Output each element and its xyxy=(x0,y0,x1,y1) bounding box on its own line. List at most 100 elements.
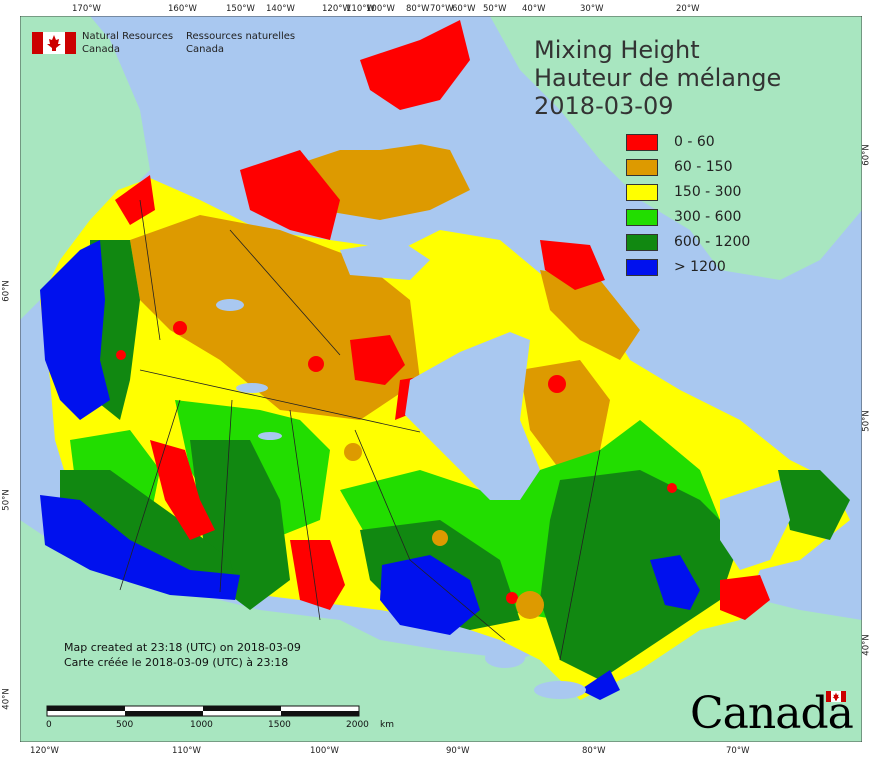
zone-orange-quebec xyxy=(520,360,610,470)
legend-swatch xyxy=(626,184,658,201)
lon-label: 20°W xyxy=(676,4,700,14)
hotspot-red xyxy=(506,592,518,604)
scale-unit: km xyxy=(380,720,394,730)
hotspot-orange xyxy=(516,591,544,619)
zone-blue-southwest xyxy=(40,495,240,600)
lon-label: 60°W xyxy=(452,4,476,14)
lon-label: 100°W xyxy=(310,746,339,756)
zone-blue-southeast xyxy=(580,670,620,700)
arctic-channel xyxy=(340,240,430,280)
hotspot-red xyxy=(548,375,566,393)
creation-note: Map created at 23:18 (UTC) on 2018-03-09… xyxy=(64,640,301,670)
hotspot-red xyxy=(667,483,677,493)
lon-label: 70°W xyxy=(430,4,454,14)
legend-label: 600 - 1200 xyxy=(674,234,751,250)
scale-tick-label: 500 xyxy=(116,720,134,730)
lon-label: 120°W xyxy=(322,4,351,14)
lat-label: 50°N xyxy=(861,410,872,432)
wordmark-flag-icon xyxy=(826,691,846,702)
legend-swatch xyxy=(626,209,658,226)
legend-label: 150 - 300 xyxy=(674,184,742,200)
scale-bar: 0 500 1000 1500 2000 km xyxy=(46,704,394,734)
lat-label: 40°N xyxy=(861,634,872,656)
zone-blue-coast xyxy=(40,240,110,420)
lon-label: 110°W xyxy=(172,746,201,756)
agency-name-fr: Ressources naturelles Canada xyxy=(186,31,296,55)
great-lakes xyxy=(485,648,525,668)
greenland-land xyxy=(490,16,862,280)
lon-label: 30°W xyxy=(580,4,604,14)
zone-red-maritimes xyxy=(720,575,770,620)
lon-label: 80°W xyxy=(406,4,430,14)
zone-darkgreen-south xyxy=(60,470,240,600)
zone-red-yukon xyxy=(115,175,155,225)
creation-note-en: Map created at 23:18 (UTC) on 2018-03-09 xyxy=(64,641,301,654)
legend-swatch xyxy=(626,134,658,151)
scale-tick-label: 2000 xyxy=(346,720,369,730)
map-title: Mixing Height Hauteur de mélange 2018-03… xyxy=(534,36,781,120)
hotspot-red xyxy=(308,356,324,372)
legend-label: > 1200 xyxy=(674,259,726,275)
hotspot-orange xyxy=(432,530,448,546)
lon-label: 40°W xyxy=(522,4,546,14)
lon-label: 150°W xyxy=(226,4,255,14)
lon-label: 170°W xyxy=(72,4,101,14)
arctic-channel xyxy=(300,120,450,150)
hotspot-orange xyxy=(240,338,260,358)
canada-flag-icon xyxy=(32,32,76,54)
lake xyxy=(216,299,244,311)
lon-label: 120°W xyxy=(30,746,59,756)
legend-label: 0 - 60 xyxy=(674,134,715,150)
hotspot-red xyxy=(173,321,187,335)
scale-tick-label: 1000 xyxy=(190,720,213,730)
zone-darkgreen-east xyxy=(540,470,740,680)
zone-red-hudson xyxy=(350,335,405,385)
scale-tick-label: 1500 xyxy=(268,720,291,730)
zone-red-bc xyxy=(150,440,215,540)
legend-swatch xyxy=(626,259,658,276)
scale-tick-label: 0 xyxy=(46,720,52,730)
zone-red-alberta xyxy=(290,540,345,610)
lat-label: 60°N xyxy=(861,144,872,166)
zone-red-baffin xyxy=(540,240,605,290)
legend-swatch xyxy=(626,159,658,176)
zone-blue-quebec xyxy=(650,555,700,610)
lon-label: 70°W xyxy=(726,746,750,756)
creation-note-fr: Carte créée le 2018-03-09 (UTC) à 23:18 xyxy=(64,656,289,669)
lon-label: 50°W xyxy=(483,4,507,14)
title-en: Mixing Height xyxy=(534,36,700,64)
zone-red-ellesmere xyxy=(360,20,470,110)
lon-label: 110°W xyxy=(346,4,375,14)
gulf-st-lawrence xyxy=(720,480,790,570)
lat-label: 40°N xyxy=(1,688,12,710)
hotspot-red xyxy=(116,350,126,360)
usa-land xyxy=(20,520,862,742)
hotspot-orange xyxy=(344,443,362,461)
lat-label: 50°N xyxy=(1,489,12,511)
lon-label: 140°W xyxy=(266,4,295,14)
lon-label: 80°W xyxy=(582,746,606,756)
zone-darkgreen-newfoundland xyxy=(778,470,850,540)
title-fr: Hauteur de mélange xyxy=(534,64,782,92)
scale-bar-graphic xyxy=(46,705,360,717)
zone-blue-ontario xyxy=(380,555,480,635)
zone-red-arctic xyxy=(240,150,340,240)
lake xyxy=(258,432,282,440)
title-date: 2018-03-09 xyxy=(534,92,674,120)
great-lakes xyxy=(534,681,586,699)
provincial-borders xyxy=(119,199,601,661)
hudson-bay xyxy=(405,332,540,500)
legend-swatch xyxy=(626,234,658,251)
lon-label: 160°W xyxy=(168,4,197,14)
zone-orange-labrador xyxy=(540,270,640,360)
agency-name-en: Natural Resources Canada xyxy=(82,31,174,55)
lake xyxy=(236,383,268,393)
lon-label: 100°W xyxy=(366,4,395,14)
lon-label: 90°W xyxy=(446,746,470,756)
legend-label: 60 - 150 xyxy=(674,159,733,175)
alaska-land xyxy=(20,16,150,320)
legend-label: 300 - 600 xyxy=(674,209,742,225)
lat-label: 60°N xyxy=(1,280,12,302)
